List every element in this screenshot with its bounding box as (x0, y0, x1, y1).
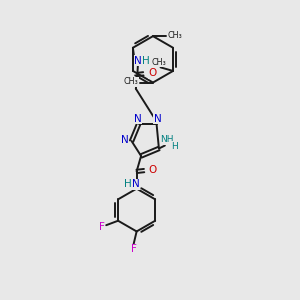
Text: H: H (124, 179, 132, 190)
Text: N: N (121, 136, 129, 146)
Text: CH₃: CH₃ (167, 31, 182, 40)
Text: NH: NH (160, 135, 174, 144)
Text: CH₃: CH₃ (124, 77, 139, 86)
Text: H: H (171, 142, 178, 151)
Text: N: N (132, 179, 140, 190)
Text: F: F (99, 222, 105, 232)
Text: O: O (149, 165, 157, 175)
Text: H: H (142, 56, 150, 65)
Text: N: N (154, 114, 161, 124)
Text: N: N (134, 56, 142, 65)
Text: F: F (131, 244, 137, 254)
Text: CH₃: CH₃ (152, 58, 167, 67)
Text: O: O (148, 68, 157, 78)
Text: N: N (134, 114, 142, 124)
